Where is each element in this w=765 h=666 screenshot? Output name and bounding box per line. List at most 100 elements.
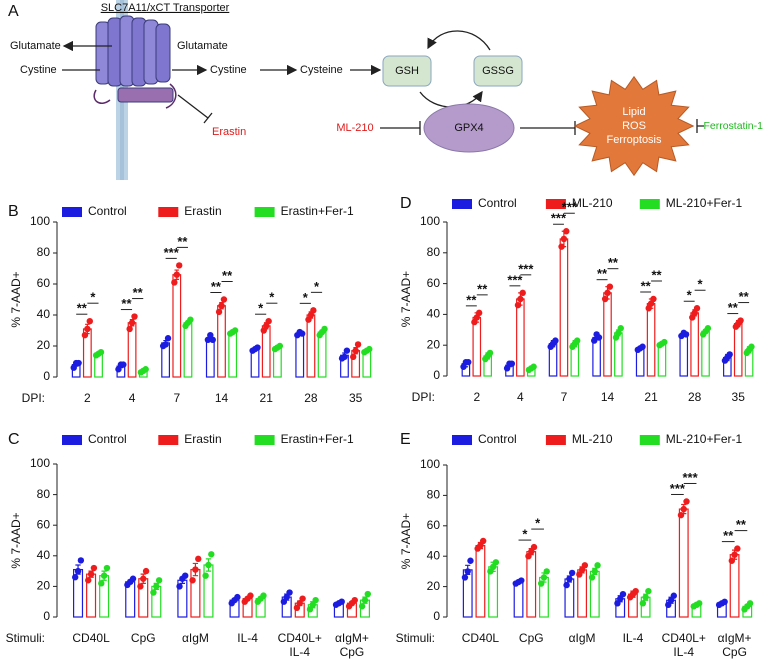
y-tick-label: 60 bbox=[427, 276, 441, 290]
legend-label: Erastin+Fer-1 bbox=[281, 432, 354, 446]
data-point bbox=[120, 361, 127, 368]
data-point bbox=[341, 353, 348, 361]
data-point bbox=[731, 551, 738, 558]
transporter-icon bbox=[93, 15, 177, 109]
data-point bbox=[280, 598, 288, 605]
cystine-out: Cystine bbox=[20, 64, 57, 76]
significance-label: ** bbox=[222, 268, 233, 283]
legend-swatch bbox=[254, 207, 275, 217]
x-tick-label: IL-4 bbox=[237, 631, 258, 645]
significance-label: * bbox=[90, 290, 96, 305]
significance-label: ** bbox=[177, 234, 188, 249]
inhibit bbox=[696, 119, 704, 133]
bar bbox=[603, 292, 612, 377]
data-point bbox=[153, 583, 160, 590]
x-tick-label: CpG bbox=[519, 631, 544, 645]
significance-label: * bbox=[269, 290, 275, 305]
data-point bbox=[645, 587, 652, 595]
x-axis-label: DPI: bbox=[412, 390, 435, 404]
data-point bbox=[218, 302, 225, 309]
data-point bbox=[286, 589, 293, 596]
data-point bbox=[81, 331, 89, 339]
significance-label: *** bbox=[518, 261, 534, 276]
bar bbox=[475, 544, 486, 618]
data-point bbox=[552, 337, 559, 344]
data-point bbox=[619, 591, 627, 598]
y-axis-label: % 7-AAD+ bbox=[9, 271, 23, 327]
significance-label: ** bbox=[728, 300, 739, 315]
x-tick-label: αIgM+ CpG bbox=[335, 631, 369, 659]
x-tick-label: 7 bbox=[173, 391, 180, 405]
data-point bbox=[85, 577, 92, 584]
data-point bbox=[129, 575, 137, 582]
data-point bbox=[265, 318, 272, 325]
data-point bbox=[642, 594, 649, 601]
legend-swatch bbox=[254, 435, 275, 445]
x-tick-label: αIgM bbox=[182, 631, 209, 645]
y-tick-label: 20 bbox=[427, 337, 441, 351]
x-tick-label: 4 bbox=[129, 391, 136, 405]
data-point bbox=[215, 308, 223, 316]
panel-letter: A bbox=[8, 3, 19, 20]
data-point bbox=[202, 572, 209, 579]
data-point bbox=[128, 319, 136, 326]
legend-label: ML-210 bbox=[572, 432, 613, 446]
data-point bbox=[568, 569, 576, 577]
data-point bbox=[98, 580, 105, 587]
ferroptosis-line: ROS bbox=[622, 120, 646, 132]
x-tick-label: 7 bbox=[561, 390, 568, 404]
bar bbox=[183, 322, 193, 378]
data-point bbox=[209, 336, 216, 343]
glutamate-out: Glutamate bbox=[10, 40, 61, 52]
x-tick-label: CpG bbox=[131, 631, 156, 645]
data-point bbox=[737, 317, 744, 324]
data-point bbox=[467, 557, 474, 564]
data-point bbox=[465, 358, 472, 366]
data-point bbox=[650, 295, 657, 303]
data-point bbox=[604, 289, 611, 297]
data-point bbox=[189, 577, 196, 584]
data-point bbox=[693, 305, 701, 312]
significance-label: * bbox=[314, 279, 320, 294]
bar bbox=[516, 298, 525, 377]
data-point bbox=[126, 325, 133, 333]
x-tick-label: αIgM bbox=[569, 631, 596, 645]
data-point bbox=[682, 331, 690, 338]
x-tick-label: 2 bbox=[84, 391, 91, 405]
bar bbox=[217, 305, 226, 378]
y-tick-label: 20 bbox=[37, 338, 51, 352]
y-tick-label: 60 bbox=[37, 517, 51, 531]
data-point bbox=[734, 545, 741, 552]
legend-label: ML-210 bbox=[572, 196, 613, 210]
x-tick-label: 21 bbox=[644, 390, 658, 404]
panel-letter: D bbox=[400, 195, 412, 212]
data-point bbox=[312, 596, 319, 604]
y-tick-label: 100 bbox=[30, 456, 50, 470]
y-tick-label: 40 bbox=[37, 307, 51, 321]
data-point bbox=[683, 498, 690, 505]
y-tick-label: 40 bbox=[427, 307, 441, 321]
y-tick-label: 60 bbox=[37, 276, 51, 290]
data-point bbox=[475, 309, 483, 317]
data-point bbox=[464, 568, 471, 575]
significance-label: ** bbox=[77, 301, 88, 316]
data-point bbox=[588, 574, 596, 581]
data-point bbox=[366, 345, 373, 353]
data-point bbox=[479, 537, 487, 545]
data-point bbox=[338, 598, 345, 605]
data-point bbox=[75, 359, 82, 367]
legend-label: ML-210+Fer-1 bbox=[666, 196, 743, 210]
significance-label: *** bbox=[562, 200, 578, 215]
y-tick-label: 0 bbox=[433, 609, 440, 623]
significance-label: * bbox=[687, 288, 693, 303]
data-point bbox=[131, 313, 138, 320]
x-tick-label: 14 bbox=[601, 390, 615, 404]
data-point bbox=[231, 327, 239, 334]
y-tick-label: 100 bbox=[420, 214, 440, 228]
data-point bbox=[492, 559, 500, 566]
data-point bbox=[352, 347, 359, 354]
bar bbox=[646, 303, 656, 377]
y-tick-label: 40 bbox=[37, 548, 51, 562]
data-point bbox=[581, 562, 589, 569]
